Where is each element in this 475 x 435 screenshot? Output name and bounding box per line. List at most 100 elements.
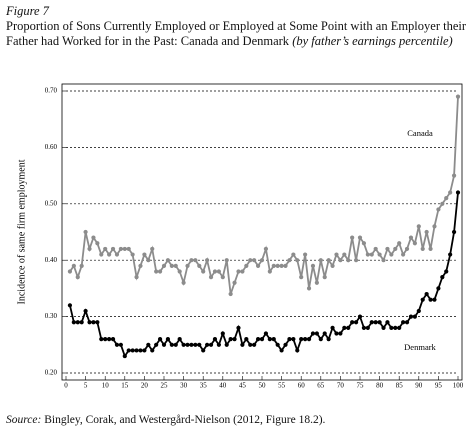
data-point: [428, 297, 433, 302]
data-point: [310, 263, 316, 268]
data-point: [267, 337, 272, 342]
data-point: [275, 263, 280, 268]
data-point: [322, 275, 327, 280]
data-point: [338, 331, 343, 336]
x-tick-label: 35: [200, 382, 208, 390]
data-point: [248, 342, 253, 347]
x-tick-label: 95: [435, 382, 443, 390]
x-tick-label: 60: [298, 382, 306, 390]
data-point: [385, 320, 390, 325]
data-point: [197, 263, 202, 268]
data-point: [114, 342, 120, 347]
data-point: [252, 258, 257, 263]
plot-frame: [61, 83, 463, 381]
data-point: [330, 325, 335, 330]
data-point: [165, 258, 171, 263]
data-point: [75, 275, 80, 280]
data-point: [255, 337, 261, 342]
data-point: [130, 252, 135, 257]
data-point: [142, 252, 147, 257]
data-point: [389, 325, 394, 330]
data-point: [271, 263, 276, 268]
data-point: [416, 308, 421, 314]
data-point: [451, 229, 457, 235]
x-tick-label: 20: [141, 382, 149, 390]
data-point: [381, 258, 386, 263]
x-tick-label: 50: [259, 382, 267, 390]
data-point: [263, 246, 269, 252]
data-point: [306, 337, 312, 342]
data-point: [338, 258, 343, 263]
data-point: [193, 342, 198, 347]
x-tick-label: 0: [64, 382, 68, 390]
data-point: [244, 263, 249, 268]
data-point: [138, 348, 143, 353]
data-point: [397, 241, 402, 246]
data-point: [346, 325, 351, 330]
data-point: [248, 258, 253, 263]
data-point: [428, 246, 433, 252]
y-tick-label: 0.30: [45, 312, 58, 320]
data-point: [365, 252, 370, 257]
data-point: [83, 229, 88, 235]
series-label: Canada: [407, 128, 433, 138]
data-point: [306, 286, 312, 291]
data-point: [173, 263, 178, 268]
data-point: [381, 325, 386, 330]
data-point: [267, 269, 272, 274]
data-point: [224, 258, 229, 263]
chart-title: Proportion of Sons Currently Employed or…: [6, 19, 467, 48]
data-point: [393, 325, 398, 330]
data-point: [103, 246, 108, 252]
data-point: [373, 320, 378, 325]
data-point: [440, 201, 445, 206]
data-point: [436, 286, 441, 291]
data-point: [126, 246, 131, 252]
data-point: [283, 263, 288, 268]
data-point: [201, 348, 206, 353]
data-point: [134, 348, 139, 353]
data-point: [208, 275, 214, 280]
data-point: [432, 224, 437, 229]
data-point: [350, 235, 355, 240]
y-axis-label: Incidence of same firm employment: [16, 159, 27, 304]
data-point: [424, 229, 429, 235]
data-point: [271, 337, 276, 342]
data-point: [451, 173, 457, 178]
x-tick-label: 25: [161, 382, 169, 390]
x-tick-label: 55: [278, 382, 286, 390]
data-point: [259, 337, 265, 342]
data-point: [244, 337, 249, 342]
data-point: [436, 207, 441, 212]
y-tick-label: 0.40: [45, 256, 58, 264]
data-point: [216, 342, 221, 347]
data-point: [444, 269, 449, 274]
data-point: [275, 342, 280, 347]
data-point: [177, 337, 182, 342]
x-tick-label: 70: [337, 382, 345, 390]
data-point: [122, 246, 127, 252]
data-point: [424, 291, 429, 297]
data-point: [75, 320, 80, 325]
data-point: [134, 275, 139, 280]
data-point: [346, 258, 351, 263]
data-point: [263, 331, 269, 336]
data-point: [408, 235, 414, 240]
data-point: [318, 258, 323, 263]
data-point: [103, 337, 108, 342]
data-point: [157, 337, 163, 342]
data-point: [107, 337, 112, 342]
data-point: [326, 337, 331, 342]
data-point: [161, 342, 167, 347]
data-point: [279, 348, 284, 353]
data-point: [114, 252, 120, 257]
data-point: [228, 337, 233, 342]
data-point: [110, 246, 116, 252]
data-point: [181, 280, 186, 285]
series-label: Denmark: [404, 342, 436, 352]
data-point: [146, 258, 151, 263]
data-point: [259, 258, 265, 263]
data-point: [71, 263, 76, 268]
figure-label: Figure 7: [6, 4, 49, 18]
